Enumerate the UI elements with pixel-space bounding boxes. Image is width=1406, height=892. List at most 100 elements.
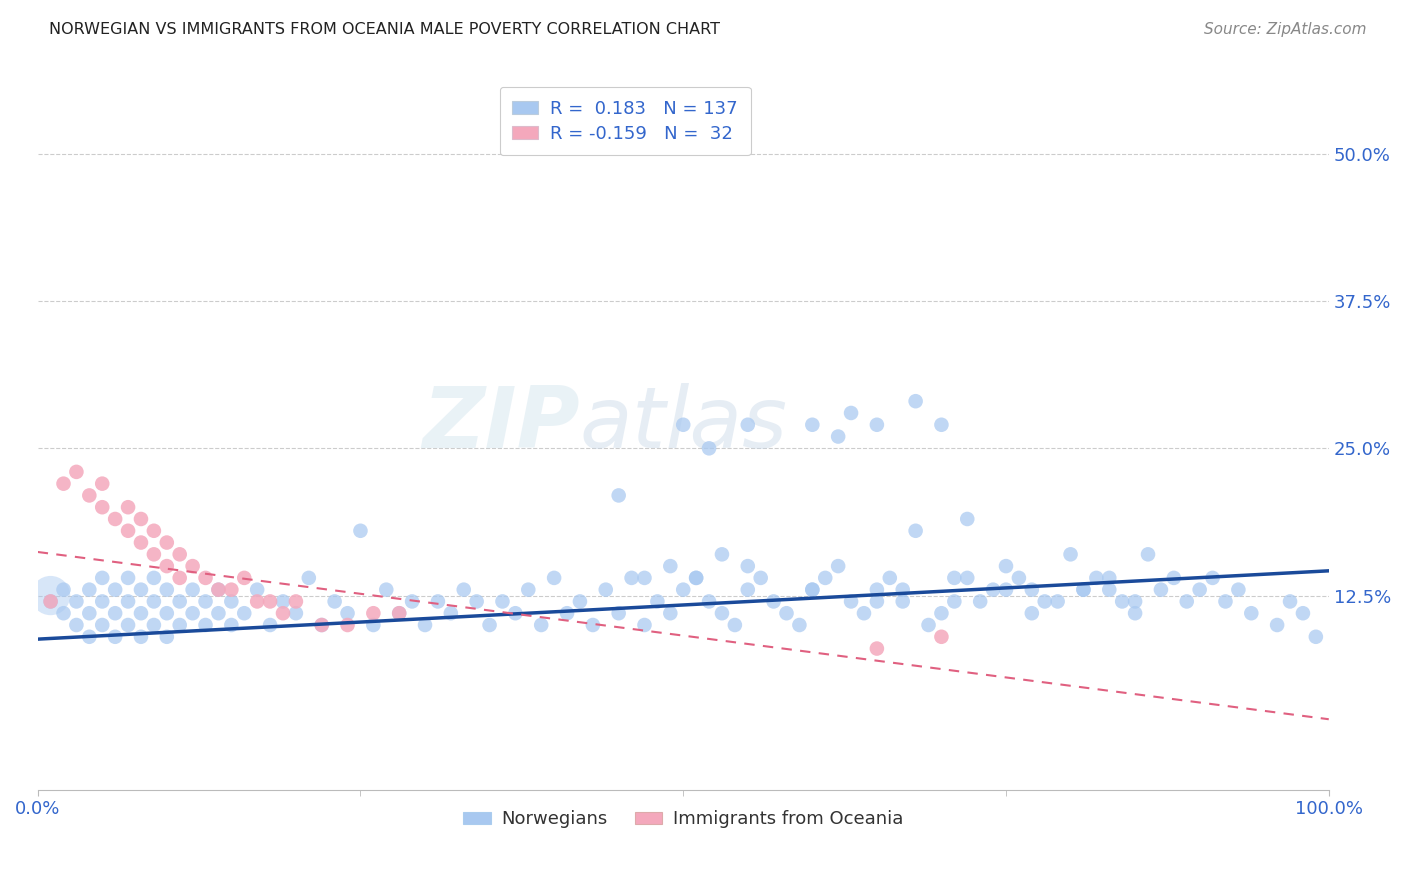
- Point: [79, 630, 101, 644]
- Point: [336, 606, 359, 620]
- Point: [156, 582, 179, 597]
- Point: [142, 524, 165, 538]
- Point: [259, 618, 281, 632]
- Text: Source: ZipAtlas.com: Source: ZipAtlas.com: [1204, 22, 1367, 37]
- Point: [724, 618, 747, 632]
- Point: [1021, 582, 1043, 597]
- Point: [284, 594, 307, 608]
- Point: [852, 606, 875, 620]
- Point: [221, 618, 243, 632]
- Point: [79, 606, 101, 620]
- Point: [595, 582, 617, 597]
- Point: [1123, 594, 1146, 608]
- Point: [169, 594, 191, 608]
- Point: [129, 535, 152, 549]
- Point: [194, 594, 217, 608]
- Point: [827, 559, 849, 574]
- Point: [1098, 571, 1121, 585]
- Point: [129, 582, 152, 597]
- Point: [104, 606, 127, 620]
- Point: [710, 606, 733, 620]
- Point: [246, 594, 269, 608]
- Point: [685, 571, 707, 585]
- Point: [1059, 547, 1081, 561]
- Point: [375, 582, 398, 597]
- Point: [221, 582, 243, 597]
- Point: [1305, 630, 1327, 644]
- Point: [891, 594, 914, 608]
- Point: [194, 618, 217, 632]
- Point: [117, 594, 139, 608]
- Point: [117, 524, 139, 538]
- Point: [413, 618, 436, 632]
- Point: [1240, 606, 1263, 620]
- Point: [866, 641, 889, 656]
- Point: [169, 547, 191, 561]
- Text: atlas: atlas: [579, 384, 787, 467]
- Point: [517, 582, 540, 597]
- Point: [1201, 571, 1223, 585]
- Point: [891, 582, 914, 597]
- Point: [1279, 594, 1302, 608]
- Point: [505, 606, 527, 620]
- Point: [465, 594, 488, 608]
- Point: [931, 630, 953, 644]
- Point: [917, 618, 939, 632]
- Point: [633, 618, 655, 632]
- Point: [104, 512, 127, 526]
- Point: [931, 606, 953, 620]
- Point: [775, 606, 797, 620]
- Point: [440, 606, 463, 620]
- Point: [995, 559, 1018, 574]
- Point: [710, 547, 733, 561]
- Point: [194, 571, 217, 585]
- Point: [607, 606, 630, 620]
- Point: [943, 571, 966, 585]
- Point: [1137, 547, 1160, 561]
- Point: [491, 594, 513, 608]
- Point: [1085, 571, 1108, 585]
- Point: [117, 500, 139, 515]
- Point: [1163, 571, 1185, 585]
- Point: [1098, 582, 1121, 597]
- Point: [271, 606, 294, 620]
- Point: [79, 582, 101, 597]
- Point: [1123, 606, 1146, 620]
- Point: [1021, 606, 1043, 620]
- Point: [814, 571, 837, 585]
- Point: [672, 417, 695, 432]
- Point: [349, 524, 371, 538]
- Point: [323, 594, 346, 608]
- Point: [284, 606, 307, 620]
- Point: [298, 571, 321, 585]
- Point: [388, 606, 411, 620]
- Point: [956, 571, 979, 585]
- Point: [737, 417, 759, 432]
- Point: [697, 442, 720, 456]
- Point: [156, 535, 179, 549]
- Point: [568, 594, 591, 608]
- Point: [91, 571, 114, 585]
- Point: [1175, 594, 1198, 608]
- Point: [1008, 571, 1031, 585]
- Point: [659, 559, 682, 574]
- Point: [91, 500, 114, 515]
- Text: ZIP: ZIP: [422, 384, 579, 467]
- Point: [1215, 594, 1237, 608]
- Point: [866, 417, 889, 432]
- Point: [52, 606, 75, 620]
- Point: [39, 594, 62, 608]
- Point: [956, 512, 979, 526]
- Point: [79, 488, 101, 502]
- Point: [233, 606, 256, 620]
- Point: [65, 465, 87, 479]
- Point: [995, 582, 1018, 597]
- Point: [607, 488, 630, 502]
- Point: [1033, 594, 1056, 608]
- Point: [582, 618, 605, 632]
- Point: [866, 582, 889, 597]
- Point: [169, 571, 191, 585]
- Point: [697, 594, 720, 608]
- Point: [142, 571, 165, 585]
- Point: [1188, 582, 1211, 597]
